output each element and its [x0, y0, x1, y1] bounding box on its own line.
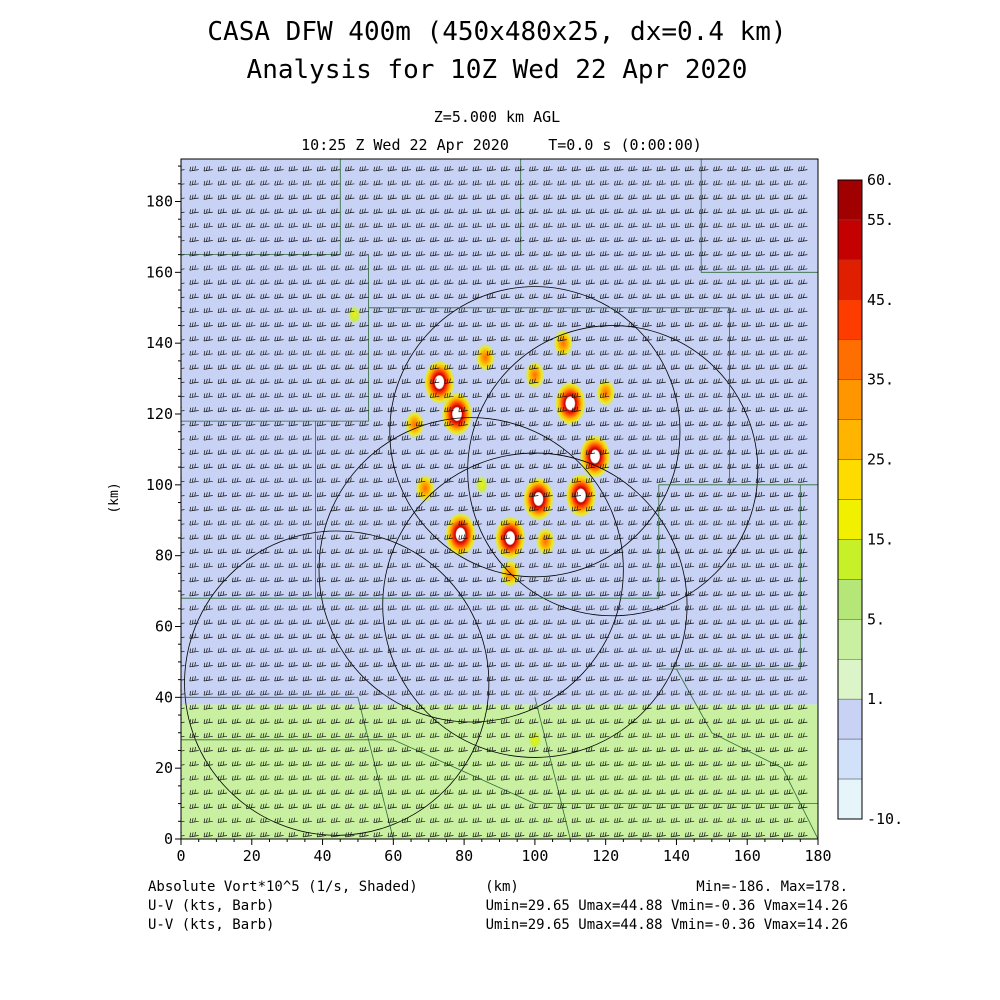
- county-boundary: [315, 484, 730, 599]
- x-tick-label: 60: [384, 847, 402, 865]
- x-tick-label: 40: [314, 847, 332, 865]
- background-shading: [181, 159, 818, 839]
- vorticity-features: [347, 304, 616, 750]
- x-tick-label: 120: [592, 847, 619, 865]
- colorbar: 60. 55. 45. 35. 25. 15. 5. 1. -10.: [837, 171, 903, 828]
- colorbar-label: 15.: [867, 530, 894, 548]
- min-max-label: Min=-186. Max=178.: [696, 879, 848, 895]
- colorbar-label: -10.: [867, 810, 903, 828]
- y-tick-label: 20: [155, 759, 173, 777]
- colorbar-swatch: [837, 179, 863, 221]
- vorticity-feature: [441, 392, 473, 436]
- valid-time-label: 10:25 Z Wed 22 Apr 2020: [301, 136, 509, 154]
- y-tick-label: 120: [146, 405, 173, 423]
- vorticity-feature: [445, 512, 476, 557]
- barb-label-1: U-V (kts, Barb): [148, 898, 274, 914]
- vorticity-feature: [347, 304, 362, 325]
- y-tick-label: 180: [146, 193, 173, 211]
- wind-barbs: [181, 166, 808, 838]
- county-boundary: [181, 739, 818, 804]
- wind-barb-field: [181, 166, 808, 838]
- colorbar-swatch: [837, 299, 863, 340]
- x-tick-label: 140: [663, 847, 690, 865]
- vorticity-feature: [523, 477, 554, 521]
- colorbar-swatch: [837, 579, 863, 620]
- colorbar-swatch: [837, 419, 863, 460]
- colorbar-swatch: [837, 778, 863, 820]
- y-tick-label: 60: [155, 618, 173, 636]
- colorbar-label: 35.: [867, 371, 894, 389]
- vorticity-feature: [423, 360, 455, 405]
- chart-title-line1: CASA DFW 400m (450x480x25, dx=0.4 km): [207, 17, 786, 47]
- colorbar-swatch: [837, 379, 863, 420]
- background-region: [181, 704, 818, 839]
- vorticity-feature: [494, 515, 526, 560]
- x-tick-label: 80: [455, 847, 473, 865]
- colorbar-swatch: [837, 619, 863, 660]
- vorticity-feature: [579, 434, 611, 479]
- axes: 0 20 40 60 80 100 120 140 160 180 0 20 40 60 80 100 120 1…: [146, 165, 832, 865]
- colorbar-swatch: [837, 698, 863, 740]
- radar-range-ring: [389, 286, 681, 578]
- county-boundary: [658, 484, 801, 670]
- y-axis-label: (km): [107, 482, 122, 513]
- vorticity-feature: [404, 410, 425, 439]
- y-tick-label: 100: [146, 476, 173, 494]
- colorbar-swatch: [837, 539, 863, 580]
- colorbar-label: 55.: [867, 211, 894, 229]
- barb-label-2: U-V (kts, Barb): [148, 917, 274, 933]
- chart-title-line2: Analysis for 10Z Wed 22 Apr 2020: [247, 55, 748, 85]
- level-label: Z=5.000 km AGL: [434, 108, 560, 126]
- vorticity-feature: [475, 343, 496, 372]
- y-tick-label: 160: [146, 263, 173, 281]
- county-boundary: [700, 159, 818, 273]
- radar-range-ring: [467, 325, 759, 617]
- x-tick-label: 0: [176, 847, 185, 865]
- barb-stats-2: Umin=29.65 Umax=44.88 Vmin=-0.36 Vmax=14…: [486, 917, 848, 933]
- colorbar-swatch: [837, 459, 863, 500]
- county-boundary: [368, 307, 818, 486]
- x-tick-label: 160: [734, 847, 761, 865]
- plot-area: [181, 159, 818, 839]
- colorbar-label: 1.: [867, 690, 885, 708]
- y-tick-label: 80: [155, 547, 173, 565]
- x-tick-label: 100: [521, 847, 548, 865]
- colorbar-label: 45.: [867, 291, 894, 309]
- colorbar-label: 25.: [867, 451, 894, 469]
- colorbar-frame: [837, 179, 863, 820]
- colorbar-label: 60.: [867, 171, 894, 189]
- county-boundary: [181, 254, 369, 422]
- radar-range-ring: [318, 417, 624, 723]
- vorticity-feature: [415, 474, 435, 503]
- county-boundary: [534, 697, 571, 839]
- vorticity-feature: [527, 729, 542, 750]
- colorbar-swatch: [837, 259, 863, 301]
- model-time-label: T=0.0 s (0:00:00): [548, 136, 702, 154]
- colorbar-swatch: [837, 659, 863, 700]
- colorbar-label: 5.: [867, 610, 885, 628]
- colorbar-swatch: [837, 219, 863, 261]
- x-axis-label: (km): [485, 879, 519, 895]
- field-label: Absolute Vort*10^5 (1/s, Shaded): [148, 879, 418, 895]
- vorticity-feature: [535, 527, 556, 556]
- vorticity-feature: [474, 474, 489, 495]
- colorbar-swatch: [837, 339, 863, 380]
- y-tick-label: 0: [164, 830, 173, 848]
- colorbar-swatch: [837, 738, 863, 780]
- x-tick-label: 180: [804, 847, 831, 865]
- barb-stats-1: Umin=29.65 Umax=44.88 Vmin=-0.36 Vmax=14…: [486, 898, 848, 914]
- vorticity-feature: [565, 473, 597, 518]
- x-tick-label: 20: [243, 847, 261, 865]
- vorticity-feature: [595, 378, 616, 407]
- y-tick-label: 140: [146, 334, 173, 352]
- county-boundary: [181, 696, 394, 839]
- background-region: [181, 159, 818, 705]
- vorticity-feature: [554, 381, 586, 426]
- y-tick-label: 40: [155, 688, 173, 706]
- colorbar-swatch: [837, 499, 863, 540]
